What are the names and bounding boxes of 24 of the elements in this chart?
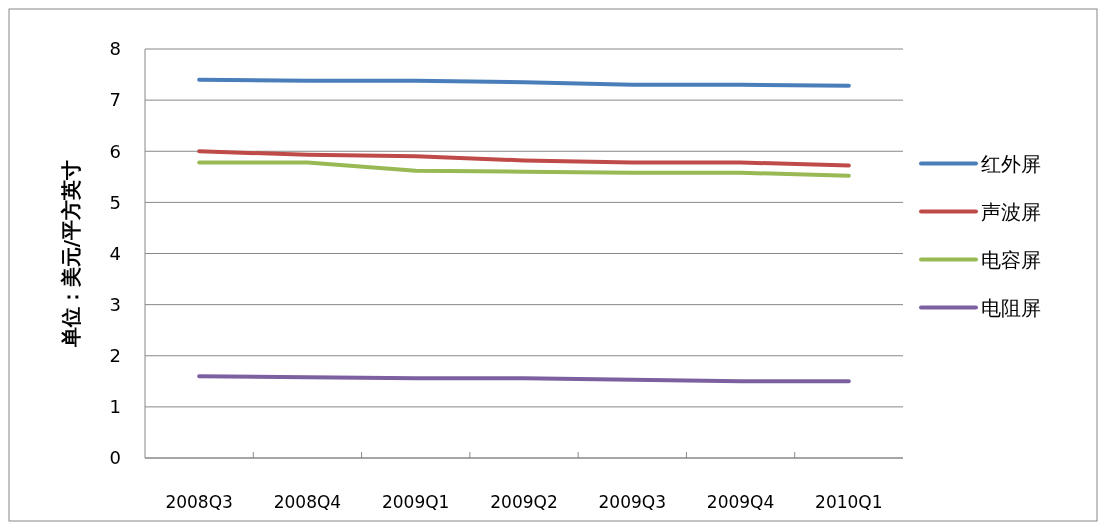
x-tick-label: 2008Q4 — [273, 492, 342, 512]
y-tick-label: 5 — [109, 191, 121, 213]
line-series — [197, 160, 851, 178]
x-tick-label: 2009Q3 — [598, 492, 667, 512]
x-tick-label: 2009Q2 — [490, 492, 558, 512]
line-series — [197, 149, 851, 168]
y-tick-label: 1 — [109, 396, 121, 418]
legend-label: 声波屏 — [981, 199, 1041, 224]
y-tick-label: 0 — [109, 447, 121, 469]
legend-label: 电容屏 — [981, 247, 1041, 272]
x-tick-label: 2008Q3 — [165, 492, 233, 512]
y-tick-label: 8 — [109, 38, 121, 60]
line-series — [197, 77, 851, 88]
y-tick-label: 4 — [109, 242, 121, 264]
y-axis-title: 单位：美元/平方英寸 — [59, 159, 83, 349]
legend-label: 红外屏 — [981, 151, 1041, 176]
x-tick-label: 2010Q1 — [815, 492, 883, 512]
y-tick-label: 7 — [109, 89, 121, 111]
legend-label: 电阻屏 — [981, 295, 1041, 320]
x-tick-label: 2009Q4 — [706, 492, 775, 512]
x-tick-label: 2009Q1 — [381, 492, 450, 512]
y-tick-label: 2 — [109, 345, 121, 367]
y-tick-label: 3 — [109, 293, 121, 315]
y-tick-label: 6 — [109, 140, 121, 162]
